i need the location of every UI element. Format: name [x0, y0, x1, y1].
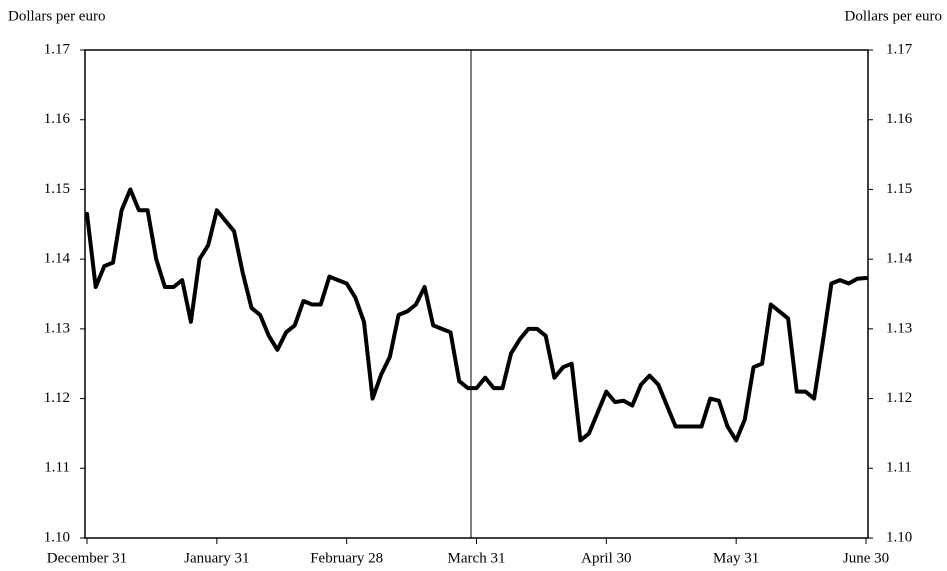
x-tick-label: March 31 [448, 550, 506, 566]
y2-tick-label: 1.17 [886, 41, 913, 57]
y-tick-label: 1.13 [44, 320, 70, 336]
y-tick-label: 1.17 [44, 41, 71, 57]
y-tick-label: 1.11 [44, 460, 70, 476]
y-tick-label: 1.16 [44, 111, 71, 127]
y2-tick-label: 1.15 [886, 181, 912, 197]
plot-frame [84, 49, 869, 539]
x-tick-label: June 30 [843, 550, 889, 566]
y-tick-label: 1.15 [44, 181, 70, 197]
series-line [85, 187, 868, 443]
y-tick-label: 1.10 [44, 529, 70, 545]
x-tick-label: April 30 [581, 550, 631, 566]
y2-tick-label: 1.14 [886, 251, 913, 267]
x-tick-label: January 31 [184, 550, 249, 566]
x-tick-label: February 28 [310, 550, 383, 566]
y2-tick-label: 1.13 [886, 320, 912, 336]
y-tick-label: 1.12 [44, 390, 70, 406]
y-axis-label: Dollars per euro [8, 8, 105, 24]
y2-tick-label: 1.12 [886, 390, 912, 406]
y2-tick-label: 1.10 [886, 529, 912, 545]
y2-tick-label: 1.11 [886, 460, 912, 476]
x-tick-label: May 31 [713, 550, 759, 566]
x-tick-label: December 31 [47, 550, 127, 566]
y2-tick-label: 1.16 [886, 111, 913, 127]
y2-axis-label: Dollars per euro [845, 8, 942, 24]
y-tick-label: 1.14 [44, 251, 71, 267]
